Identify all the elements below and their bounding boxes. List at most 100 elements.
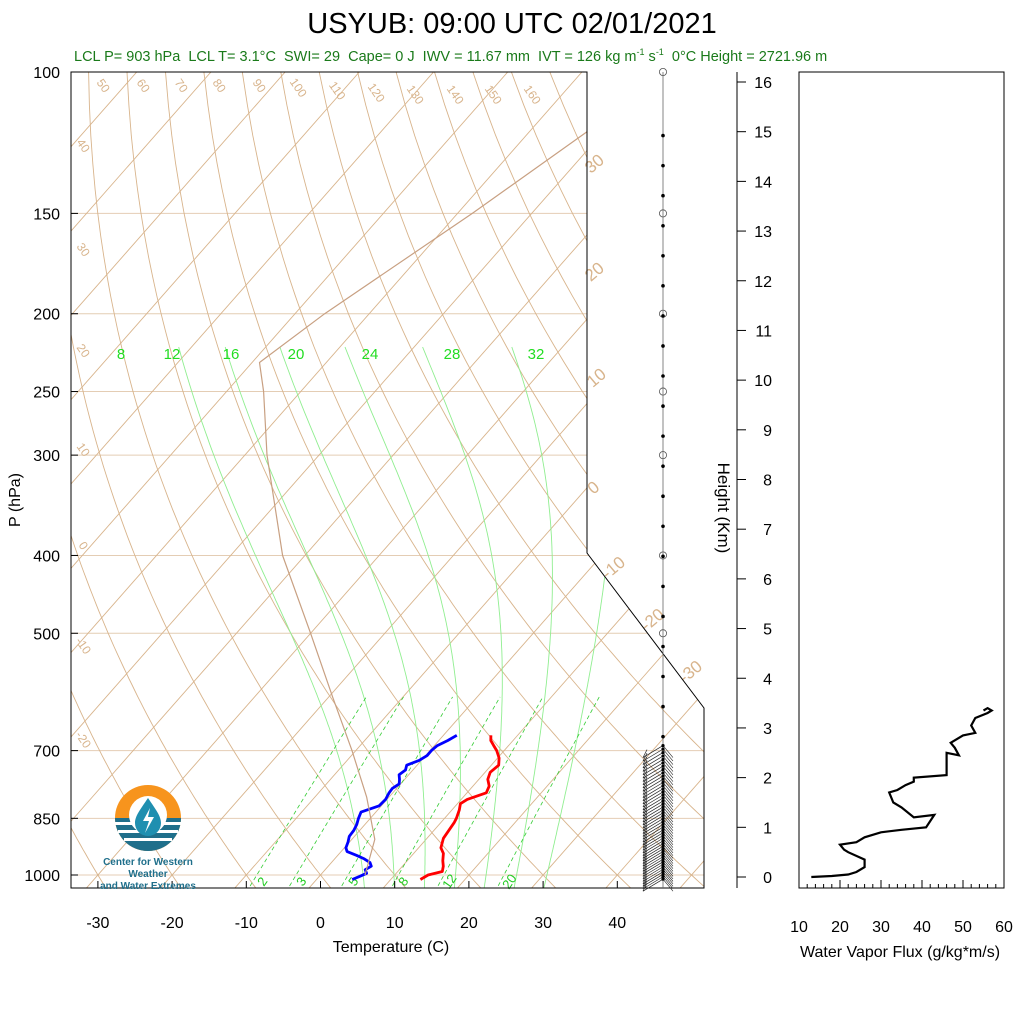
height-tick-label: 1 <box>763 820 772 837</box>
p-tick-label: 300 <box>33 448 60 465</box>
height-tick-label: 12 <box>754 274 772 291</box>
wind-barb <box>642 759 664 772</box>
wind-level-dot <box>661 253 665 258</box>
wind-level-dot <box>661 847 665 851</box>
moist-adiabat-line <box>224 346 396 888</box>
wind-barb <box>662 856 674 869</box>
wind-barb <box>642 803 664 817</box>
wind-level-dot <box>661 808 665 812</box>
wind-barb <box>662 788 674 801</box>
dry-adiabat-label: 80 <box>210 76 229 95</box>
wind-barb <box>662 800 674 814</box>
height-axis-label: Height (Km) <box>714 463 733 554</box>
lcl-pressure: LCL P= 903 hPa <box>74 48 181 65</box>
flux-tick-label: 40 <box>913 919 931 936</box>
wind-level-dot <box>661 867 665 871</box>
wind-barb <box>662 769 674 782</box>
wind-barb <box>662 876 674 889</box>
temperature-profile <box>419 735 501 881</box>
flux-tick-label: 10 <box>790 919 808 936</box>
sounding-info-line: LCL P= 903 hPa LCL T= 3.1°C SWI= 29 Cape… <box>74 47 827 65</box>
wind-barb <box>642 791 664 805</box>
dry-adiabat-line <box>71 72 260 888</box>
calm-wind-circle <box>659 629 668 638</box>
wind-barb <box>642 860 648 869</box>
isotherm-label: 0 <box>76 539 91 553</box>
height-tick-label: 3 <box>763 721 772 738</box>
wind-barb <box>642 807 648 817</box>
isotherm-line <box>71 72 212 888</box>
wind-barb <box>642 850 648 859</box>
dry-adiabat-label: 50 <box>94 76 113 95</box>
wind-level-dot <box>661 860 665 864</box>
wind-barb-column <box>642 68 674 892</box>
height-tick-label: 15 <box>754 125 772 142</box>
dry-adiabat-line <box>318 72 704 888</box>
wind-barb <box>642 786 648 795</box>
height-tick-label: 4 <box>763 671 772 688</box>
t-tick-label: -10 <box>235 915 258 932</box>
wind-barb <box>662 782 674 795</box>
dry-adiabat-line <box>395 72 704 888</box>
dry-adiabat-line <box>71 72 184 888</box>
wind-barb <box>662 748 674 762</box>
wind-barb <box>642 865 648 875</box>
wind-barb <box>642 789 648 798</box>
wind-barb <box>642 836 648 845</box>
wind-level-dot <box>661 780 665 785</box>
wind-barb <box>662 772 674 786</box>
wind-barb <box>642 844 648 854</box>
wind-barb <box>662 840 674 854</box>
wind-barb <box>642 813 648 823</box>
thermo-background-lines <box>71 72 704 888</box>
t-tick-label: -30 <box>86 915 109 932</box>
wind-barb <box>662 846 674 859</box>
height-tick-label: 10 <box>754 373 772 390</box>
wind-barb <box>662 871 674 885</box>
wind-level-dot <box>661 817 665 821</box>
flux-series-line <box>811 706 994 879</box>
wind-barb <box>642 752 648 762</box>
wind-level-dot <box>661 524 665 529</box>
wind-barb <box>642 778 664 792</box>
moist-adiabat-label: 24 <box>362 346 379 363</box>
flux-axis: 10 20 30 40 50 60 <box>790 880 1013 936</box>
wind-level-dot <box>661 857 665 861</box>
wind-barb <box>642 829 664 843</box>
wind-barb <box>642 756 648 765</box>
swi-value: SWI= 29 <box>284 48 341 65</box>
wind-barb <box>662 859 674 872</box>
wind-barb <box>662 809 674 823</box>
moist-adiabat-line <box>511 346 553 888</box>
dry-adiabat-line <box>472 72 704 888</box>
wind-level-dot <box>661 822 665 827</box>
wind-barb <box>642 863 648 872</box>
wind-level-dot <box>661 811 665 815</box>
moist-adiabat-label: 16 <box>223 346 240 363</box>
wind-barb <box>662 821 674 834</box>
wind-level-dot <box>661 870 665 874</box>
wind-level-dot <box>661 828 665 832</box>
wind-level-dot <box>661 494 665 499</box>
wind-barb <box>662 874 674 887</box>
logo-text-line2: and Water Extremes <box>100 881 196 892</box>
mixing-ratio-line <box>494 696 600 888</box>
wind-level-dot <box>661 163 665 168</box>
wind-barb <box>642 766 648 776</box>
zero-c-height: 0°C Height = 2721.96 m <box>671 48 828 65</box>
wind-barb <box>662 869 674 882</box>
wind-barb <box>642 810 648 820</box>
isotherm-label: 40 <box>74 136 93 155</box>
dry-adiabat-label: 60 <box>134 76 153 95</box>
wind-barb <box>642 831 648 840</box>
wind-barb <box>642 792 648 801</box>
dry-adiabat-label: 70 <box>172 76 191 95</box>
isotherm-line <box>527 72 704 888</box>
t-tick-label: 40 <box>608 915 626 932</box>
moist-adiabat-line <box>178 346 366 888</box>
t-tick-label: 30 <box>534 915 552 932</box>
wind-barb <box>642 819 648 829</box>
isotherm-line <box>305 72 704 888</box>
mixing-ratio-label: 3 <box>293 874 309 889</box>
